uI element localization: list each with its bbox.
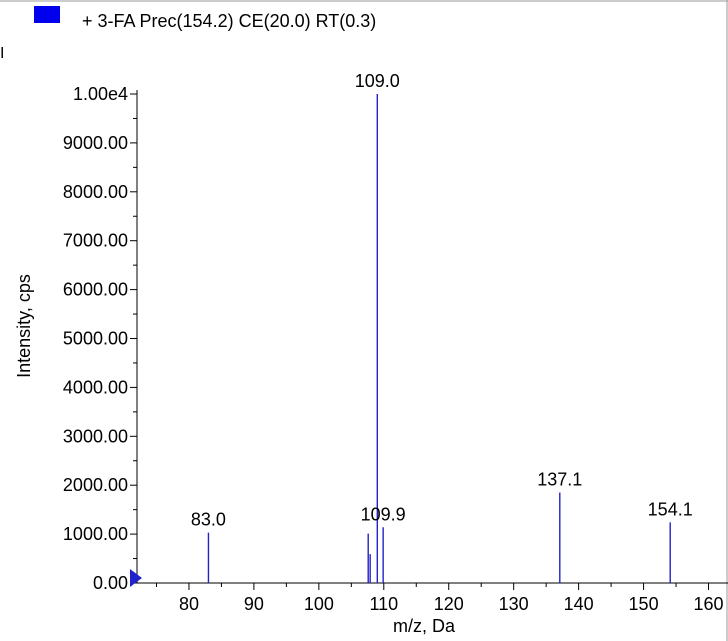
origin-marker-icon [130, 569, 142, 587]
y-tick-label: 4000.00 [63, 377, 128, 397]
y-tick-label: 7000.00 [63, 231, 128, 251]
y-tick-label: 5000.00 [63, 329, 128, 349]
peak-label: 154.1 [648, 499, 693, 519]
x-tick-label: 110 [369, 594, 398, 614]
x-tick-label: 140 [564, 594, 594, 614]
legend-label: + 3-FA Prec(154.2) CE(20.0) RT(0.3) [82, 11, 376, 31]
x-tick-label: 80 [179, 594, 199, 614]
x-axis: 80 90 100 110 120 130 140 150 160 [137, 582, 728, 614]
x-tick-label: 120 [434, 594, 464, 614]
peaks [207, 94, 671, 583]
x-tick-label: 90 [244, 594, 264, 614]
x-axis-title: m/z, Da [393, 616, 456, 636]
y-axis: 0.00 1000.00 2000.00 3000.00 4000.00 5000.00 6… [63, 84, 138, 593]
x-tick-label: 130 [499, 594, 529, 614]
y-tick-label: 1.00e4 [73, 84, 128, 104]
y-tick-label: 3000.00 [63, 426, 128, 446]
peak-label: 109.9 [361, 504, 406, 524]
y-axis-title: Intensity, cps [14, 274, 34, 378]
x-tick-label: 100 [304, 594, 334, 614]
x-tick-label: 160 [693, 594, 723, 614]
y-tick-label: 9000.00 [63, 133, 128, 153]
y-tick-label: 1000.00 [63, 524, 128, 544]
y-tick-label: 2000.00 [63, 475, 128, 495]
y-tick-label: 0.00 [93, 573, 128, 593]
x-tick-label: 150 [629, 594, 659, 614]
y-tick-label: 6000.00 [63, 280, 128, 300]
legend-swatch [34, 6, 60, 23]
peak-label: 83.0 [191, 510, 226, 530]
peak-label: 137.1 [537, 470, 582, 490]
y-tick-label: 8000.00 [63, 182, 128, 202]
fragment-text: I [0, 45, 4, 62]
peak-labels: 83.0 109.0 109.9 137.1 154.1 [191, 71, 693, 530]
peak-label: 109.0 [355, 71, 400, 91]
